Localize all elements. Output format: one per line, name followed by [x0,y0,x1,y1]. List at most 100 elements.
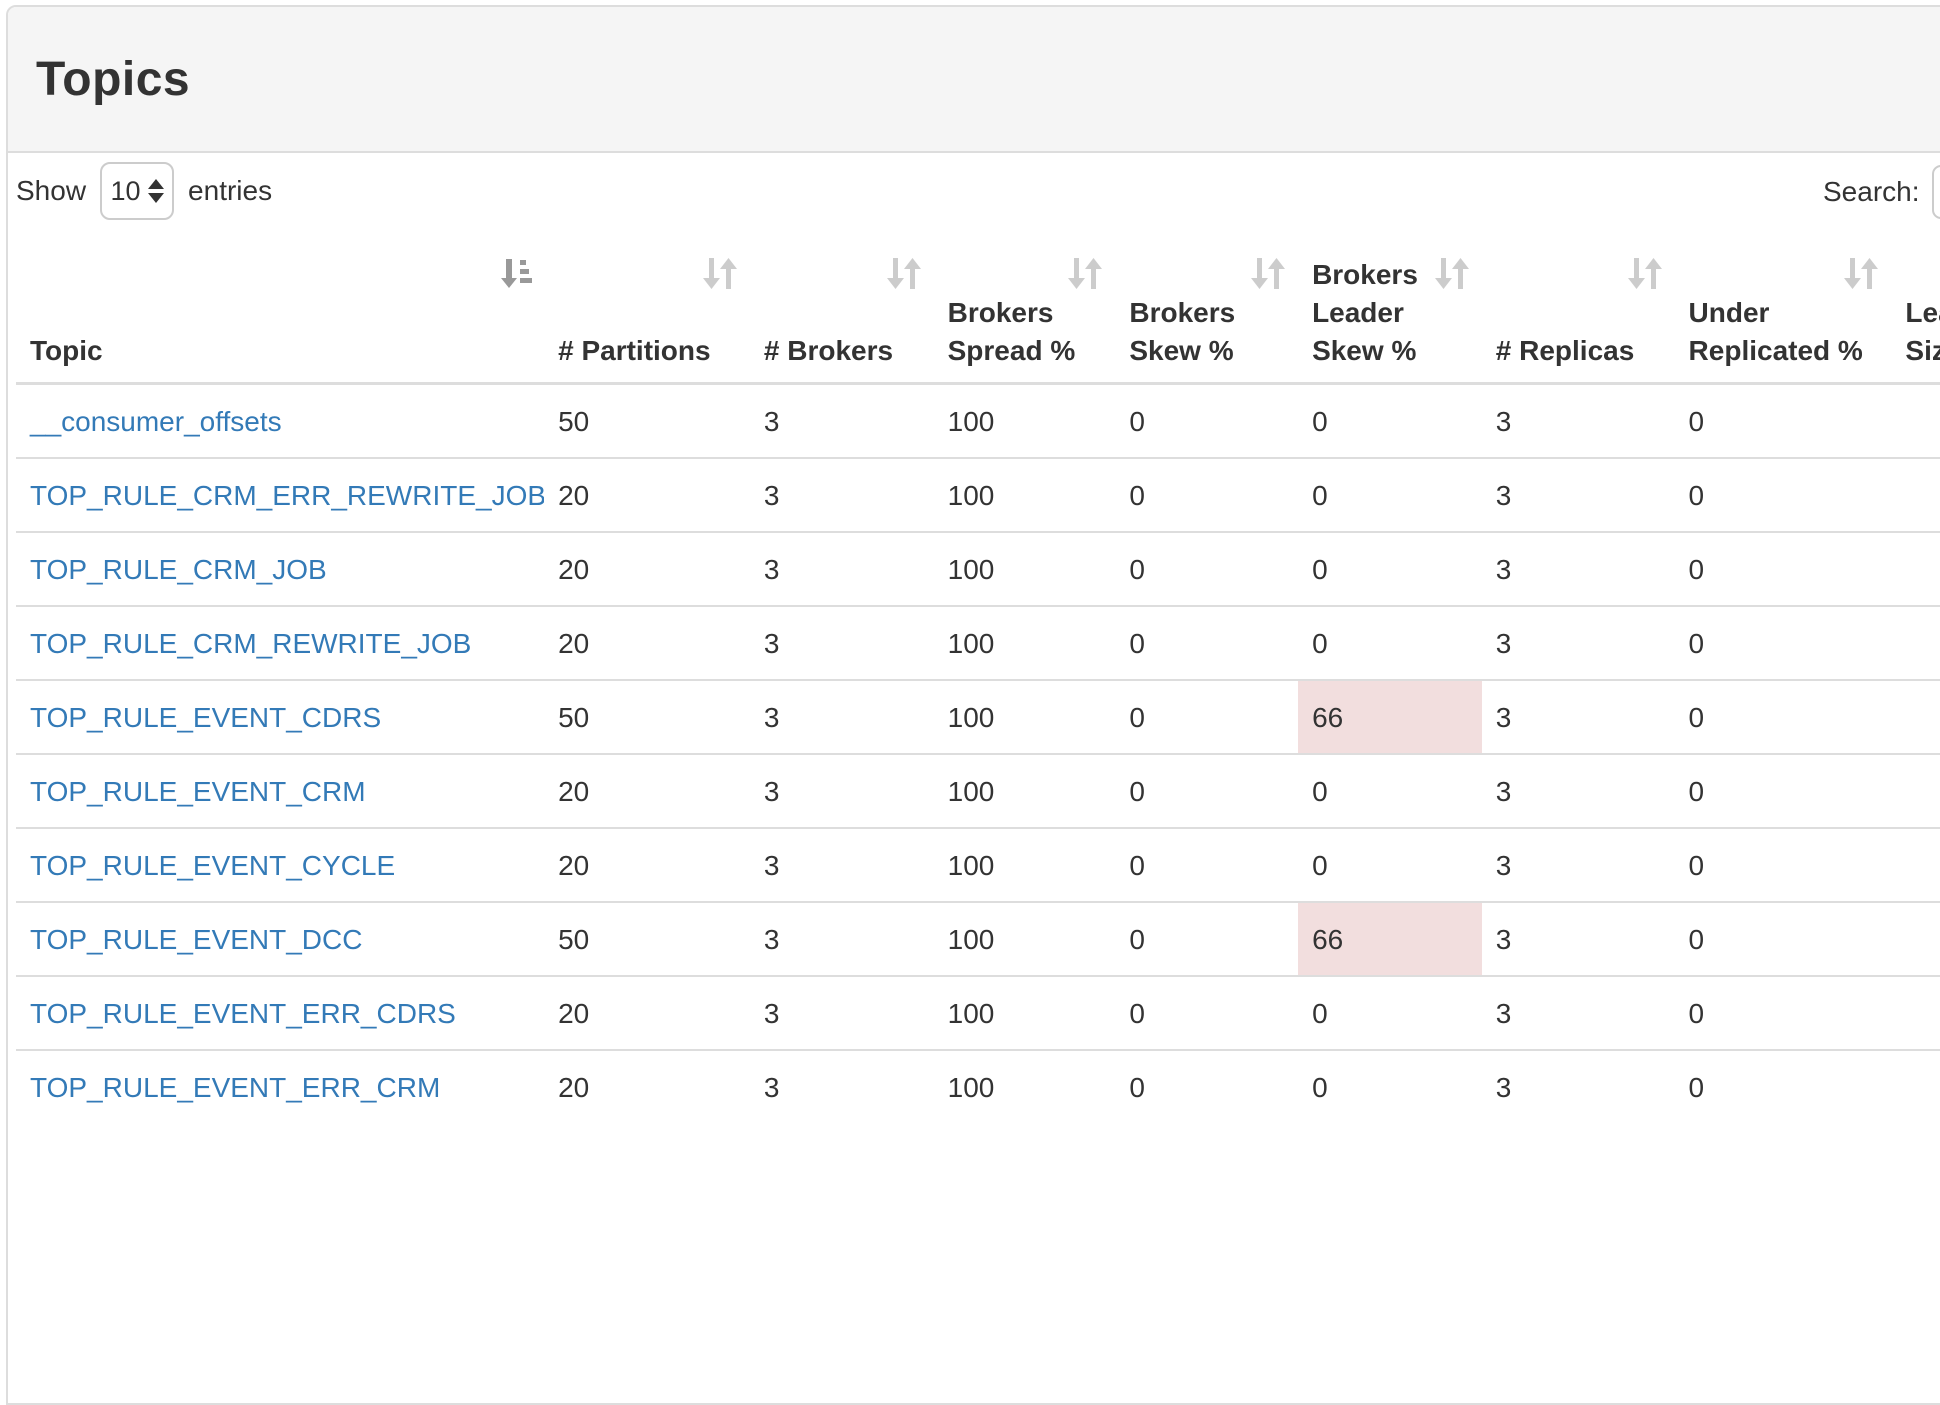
cell-brokers-leader-skew: 0 [1298,532,1482,606]
cell-under-replicated: 0 [1675,458,1892,532]
cell-topic: TOP_RULE_EVENT_CRM [16,754,544,828]
column-header-label: Brokers Leader Skew % [1312,259,1418,366]
column-header-label: Topic [30,335,103,366]
topic-link[interactable]: TOP_RULE_CRM_REWRITE_JOB [30,628,471,659]
page-length-control: Show 10 entries [16,162,272,220]
cell-brokers: 3 [750,680,934,754]
cell-leader-size [1891,976,1940,1050]
cell-brokers-leader-skew: 0 [1298,976,1482,1050]
topic-link[interactable]: TOP_RULE_CRM_JOB [30,554,327,585]
cell-brokers-skew: 0 [1115,458,1298,532]
topic-link[interactable]: TOP_RULE_EVENT_CYCLE [30,850,395,881]
column-header-partitions[interactable]: # Partitions [544,244,750,384]
sort-toggle-icon [702,258,738,289]
sort-amount-asc-icon [501,258,532,288]
topic-link[interactable]: TOP_RULE_EVENT_CDRS [30,702,381,733]
cell-brokers-skew: 0 [1115,754,1298,828]
topic-link[interactable]: TOP_RULE_EVENT_ERR_CDRS [30,998,456,1029]
cell-replicas: 3 [1482,532,1675,606]
sort-toggle-icon [886,258,922,289]
cell-brokers: 3 [750,606,934,680]
cell-brokers-skew: 0 [1115,1050,1298,1123]
cell-brokers: 3 [750,976,934,1050]
cell-brokers: 3 [750,754,934,828]
cell-topic: TOP_RULE_EVENT_CDRS [16,680,544,754]
column-header-under-replicated[interactable]: Under Replicated % [1675,244,1892,384]
cell-brokers-spread: 100 [934,680,1116,754]
topics-panel: Topics Show 10 entries Search: [6,5,1940,1405]
topic-link[interactable]: __consumer_offsets [30,406,282,437]
cell-leader-size [1891,680,1940,754]
column-header-brokers-spread[interactable]: Brokers Spread % [934,244,1116,384]
select-spinner-icon [148,179,164,203]
cell-brokers-leader-skew: 0 [1298,384,1482,459]
cell-replicas: 3 [1482,384,1675,459]
cell-brokers: 3 [750,1050,934,1123]
cell-under-replicated: 0 [1675,606,1892,680]
cell-partitions: 50 [544,902,750,976]
column-header-label: Under Replicated % [1689,297,1863,366]
cell-partitions: 20 [544,606,750,680]
cell-brokers-skew: 0 [1115,384,1298,459]
column-header-topic[interactable]: Topic [16,244,544,384]
column-header-replicas[interactable]: # Replicas [1482,244,1675,384]
cell-leader-size [1891,1050,1940,1123]
column-header-label: Leader Size [1905,297,1940,366]
cell-leader-size [1891,606,1940,680]
column-header-leader-size[interactable]: Leader Size [1891,244,1940,384]
topic-link[interactable]: TOP_RULE_EVENT_ERR_CRM [30,1072,440,1103]
topic-link[interactable]: TOP_RULE_CRM_ERR_REWRITE_JOB [30,480,544,511]
cell-topic: __consumer_offsets [16,384,544,459]
cell-topic: TOP_RULE_EVENT_DCC [16,902,544,976]
cell-leader-size [1891,902,1940,976]
cell-brokers-skew: 0 [1115,902,1298,976]
cell-brokers-skew: 0 [1115,680,1298,754]
cell-under-replicated: 0 [1675,532,1892,606]
cell-under-replicated: 0 [1675,902,1892,976]
cell-brokers: 3 [750,828,934,902]
column-header-brokers[interactable]: # Brokers [750,244,934,384]
cell-leader-size [1891,384,1940,459]
cell-topic: TOP_RULE_CRM_REWRITE_JOB [16,606,544,680]
cell-brokers-spread: 100 [934,532,1116,606]
cell-brokers: 3 [750,902,934,976]
column-header-brokers-leader-skew[interactable]: Brokers Leader Skew % [1298,244,1482,384]
cell-replicas: 3 [1482,1050,1675,1123]
cell-brokers-skew: 0 [1115,606,1298,680]
column-header-brokers-skew[interactable]: Brokers Skew % [1115,244,1298,384]
topic-link[interactable]: TOP_RULE_EVENT_DCC [30,924,362,955]
cell-replicas: 3 [1482,680,1675,754]
sort-toggle-icon [1067,258,1103,289]
cell-partitions: 50 [544,680,750,754]
cell-under-replicated: 0 [1675,1050,1892,1123]
page-size-select[interactable]: 10 [100,162,174,220]
search-control: Search: [1823,164,1940,220]
column-header-label: Brokers Skew % [1129,297,1235,366]
cell-brokers: 3 [750,458,934,532]
panel-heading: Topics [8,7,1940,153]
cell-topic: TOP_RULE_CRM_ERR_REWRITE_JOB [16,458,544,532]
entries-label: entries [188,175,272,207]
cell-brokers-spread: 100 [934,458,1116,532]
search-input[interactable] [1932,165,1940,219]
topic-link[interactable]: TOP_RULE_EVENT_CRM [30,776,366,807]
page-title: Topics [36,52,190,107]
cell-replicas: 3 [1482,606,1675,680]
cell-brokers-leader-skew: 0 [1298,754,1482,828]
cell-brokers-spread: 100 [934,828,1116,902]
cell-brokers-skew: 0 [1115,976,1298,1050]
cell-topic: TOP_RULE_CRM_JOB [16,532,544,606]
cell-brokers-spread: 100 [934,384,1116,459]
column-header-label: # Partitions [558,335,710,366]
cell-brokers-spread: 100 [934,976,1116,1050]
cell-partitions: 50 [544,384,750,459]
cell-partitions: 20 [544,532,750,606]
cell-topic: TOP_RULE_EVENT_ERR_CRM [16,1050,544,1123]
